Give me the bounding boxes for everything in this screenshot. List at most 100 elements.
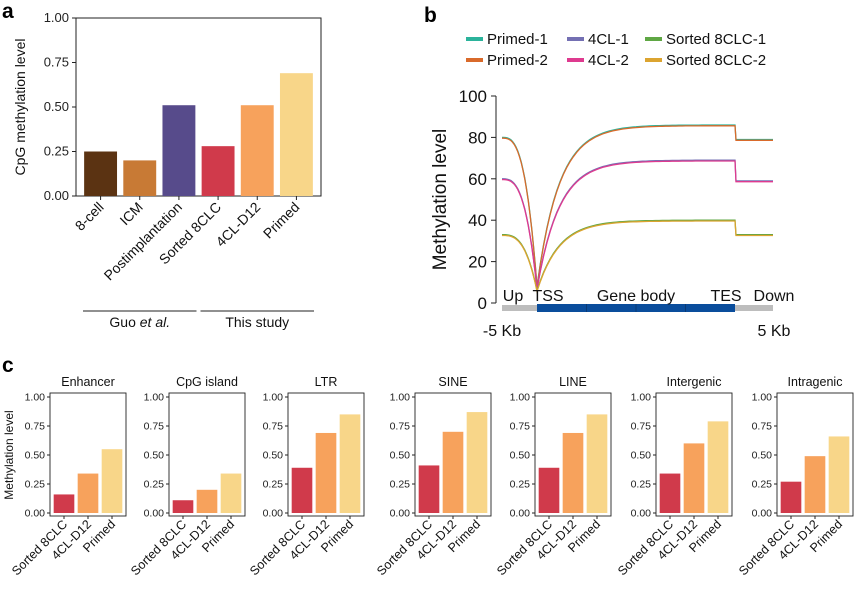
panel-c-ytick-label: 0.75 [390, 421, 411, 433]
panel-b-legend-label: Primed-2 [487, 52, 548, 69]
panel-c-ytick-label: 1.00 [752, 392, 773, 404]
panel-c-ytick-label: 0.25 [752, 479, 773, 491]
panel-a-xtick-label: Primed [260, 199, 303, 242]
panel-c-ytick-label: 1.00 [263, 392, 284, 404]
panel-c-ytick-label: 0.75 [510, 421, 531, 433]
panel-c-bar [53, 494, 75, 513]
panel-c-ytick-label: 0.75 [25, 421, 46, 433]
panel-c-ytick-label: 0.00 [25, 508, 46, 520]
panel-a: a 0.00 0.25 0.50 0.75 1.00 CpG methylation le… [2, 0, 322, 330]
panel-c-bar [804, 456, 826, 513]
panel-b-series-line [502, 220, 773, 294]
panel-c-bar [707, 421, 729, 513]
panel-b-series-line [502, 159, 773, 289]
panel-c-subplot-title: CpG island [176, 375, 238, 389]
panel-c-ytick-label: 0.75 [144, 421, 165, 433]
panel-a-bar [240, 105, 274, 196]
panel-c-bar [828, 436, 850, 513]
panel-c-ytick-label: 0.50 [390, 450, 411, 462]
panel-c-ytick-label: 0.75 [263, 421, 284, 433]
panel-c-ytick-label: 0.25 [390, 479, 411, 491]
panel-b-region-label: TSS [532, 288, 563, 305]
panel-a-letter: a [2, 0, 14, 23]
panel-c-ytick-label: 1.00 [25, 392, 46, 404]
panel-a-ytick-label: 0.00 [44, 188, 69, 203]
panel-a-bar [279, 73, 313, 196]
panel-b-ytick-label: 40 [468, 211, 487, 230]
panel-c-bar [291, 467, 313, 513]
panel-a-bar [123, 160, 157, 196]
panel-b-legend-label: Sorted 8CLC-1 [666, 31, 766, 48]
panel-c-ytick-label: 0.25 [510, 479, 531, 491]
panel-c-ytick-label: 0.50 [752, 450, 773, 462]
panel-b-xend-label: -5 Kb [483, 323, 521, 340]
panel-a-ylabel: CpG methylation level [12, 39, 28, 176]
panel-c-bar [77, 473, 99, 513]
panel-b-legend-label: Primed-1 [487, 31, 548, 48]
panel-c-ytick-label: 0.75 [752, 421, 773, 433]
panel-b-region-label: Down [754, 288, 795, 305]
panel-b-series-line [502, 160, 773, 290]
panel-a-ytick-label: 0.50 [44, 99, 69, 114]
panel-a-xtick-label: 8-cell [72, 199, 107, 234]
panel-c-ytick-label: 0.25 [25, 479, 46, 491]
panel-c-bar [339, 414, 361, 513]
panel-b-series-line [502, 219, 773, 294]
panel-c-bar [659, 473, 681, 513]
panel-b-ylabel: Methylation level [430, 129, 451, 271]
panel-c-bar [586, 414, 608, 513]
panel-c-ytick-label: 0.25 [263, 479, 284, 491]
panel-c-subplot-title: Intragenic [788, 375, 843, 389]
panel-a-group-label: This study [225, 314, 289, 330]
panel-b-ytick-label: 100 [459, 87, 487, 106]
panel-a-xtick-label: ICM [116, 199, 145, 228]
panel-c-subplot-title: Enhancer [61, 375, 115, 389]
panel-c-ytick-label: 0.00 [144, 508, 165, 520]
panel-c-bar [538, 467, 560, 513]
panel-a-group-label: Guo et al. [109, 314, 170, 330]
panel-c-bar [315, 432, 337, 513]
panel-c-ytick-label: 0.00 [752, 508, 773, 520]
panel-c-ytick-label: 0.50 [510, 450, 531, 462]
panel-c-bar [562, 432, 584, 513]
panel-a-bar [162, 105, 196, 196]
panel-a-bar [201, 146, 235, 196]
panel-c-ytick-label: 0.00 [631, 508, 652, 520]
panel-b-track-up [502, 305, 537, 311]
panel-c-ytick-label: 0.50 [631, 450, 652, 462]
panel-b-xend-label: 5 Kb [758, 323, 791, 340]
panel-c-subplot-title: LINE [559, 375, 587, 389]
panel-c-ytick-label: 1.00 [390, 392, 411, 404]
panel-c-bar [442, 431, 464, 513]
panel-c-bar [780, 481, 802, 513]
panel-c-subplot-title: Intergenic [667, 375, 722, 389]
panel-b-region-label: Gene body [597, 288, 675, 305]
panel-c-ytick-label: 0.75 [631, 421, 652, 433]
panel-c-letter: c [2, 354, 14, 377]
panel-b-region-label: TES [710, 288, 741, 305]
panel-c-subplot-title: LTR [315, 375, 338, 389]
panel-b-letter: b [424, 4, 437, 27]
panel-a-ytick-label: 1.00 [44, 10, 69, 25]
panel-b-track-down [735, 305, 773, 311]
panel-c-ytick-label: 0.25 [144, 479, 165, 491]
panel-b-legend-label: 4CL-1 [588, 31, 629, 48]
panel-c-bar [101, 449, 123, 513]
panel-c-ytick-label: 0.00 [263, 508, 284, 520]
panel-c-ytick-label: 0.25 [631, 479, 652, 491]
panel-c-ytick-label: 0.50 [25, 450, 46, 462]
panel-c-ylabel: Methylation level [2, 410, 16, 499]
panel-c-bar [172, 500, 194, 513]
panel-c-ytick-label: 1.00 [144, 392, 165, 404]
panel-b: b 0 20 40 60 80 100 Methylation level Primed-1 4… [424, 4, 794, 340]
panel-b-ytick-label: 20 [468, 253, 487, 272]
panel-b-region-label: Up [503, 288, 524, 305]
panel-c-ytick-label: 1.00 [631, 392, 652, 404]
panel-b-ytick-label: 80 [468, 128, 487, 147]
panel-c-bar [466, 412, 488, 513]
panel-b-legend-label: 4CL-2 [588, 52, 629, 69]
panel-c-ytick-label: 0.50 [263, 450, 284, 462]
panel-c-bar [418, 465, 440, 513]
